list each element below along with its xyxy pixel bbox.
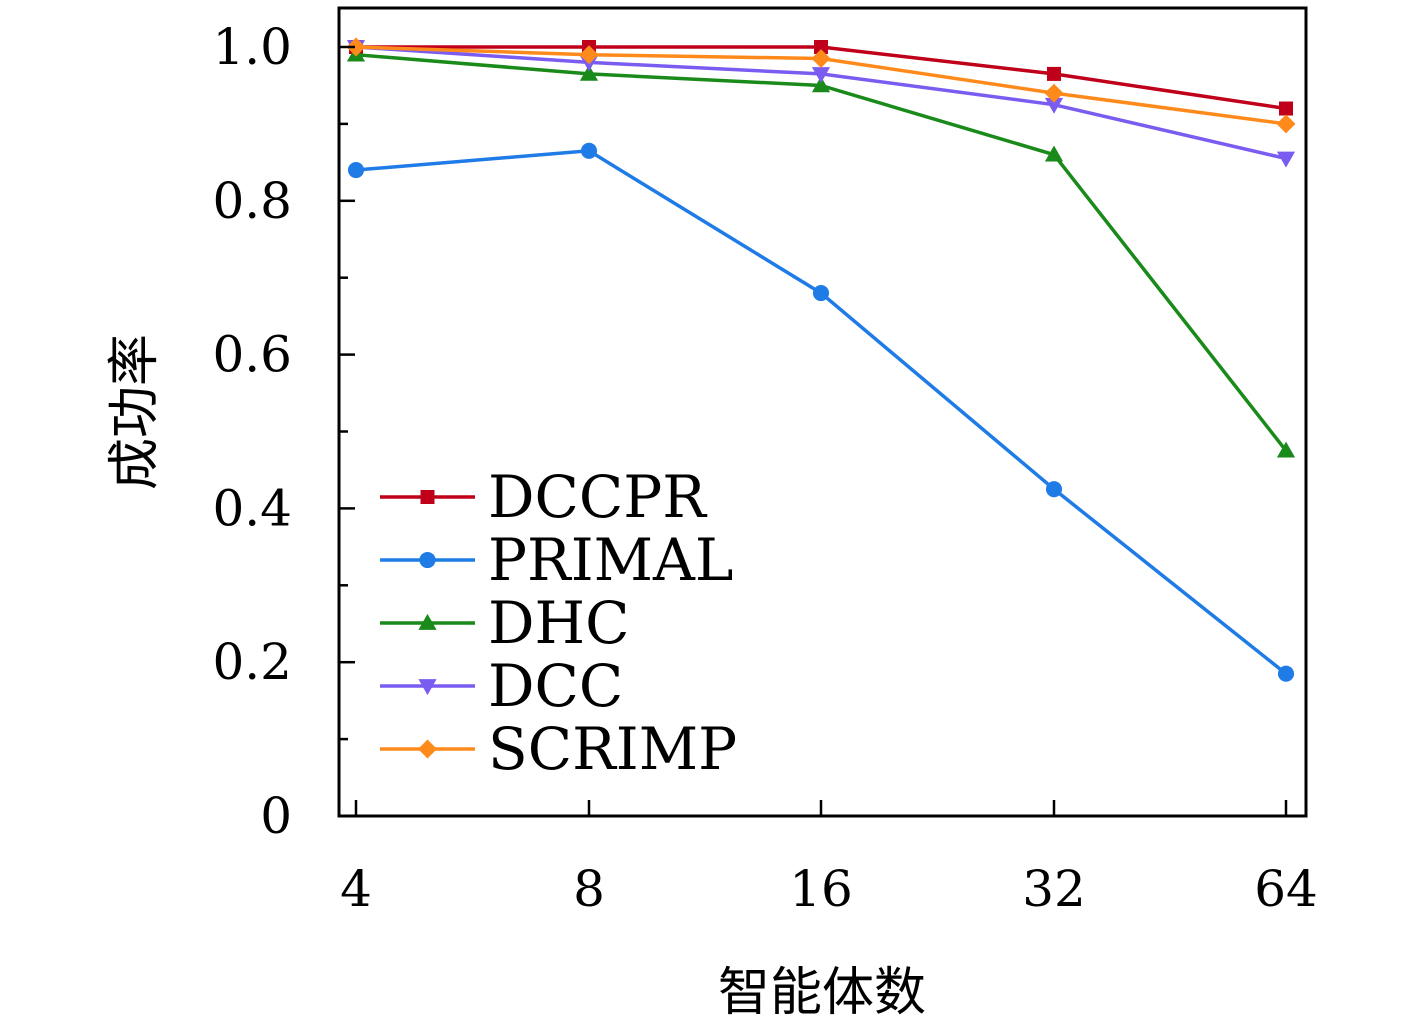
data-point-primal <box>347 161 365 179</box>
y-tick-label: 0.4 <box>212 479 292 537</box>
legend-label-scrimp: SCRIMP <box>488 715 737 783</box>
plot-area <box>346 37 1296 682</box>
data-point-dhc <box>811 76 831 93</box>
data-point-dcc <box>1044 97 1064 114</box>
y-tick-label: 1.0 <box>212 18 292 76</box>
data-point-scrimp <box>1276 114 1296 134</box>
legend-marker-primal <box>419 551 436 569</box>
x-tick-label: 32 <box>1022 860 1086 918</box>
data-point-dccpr <box>1047 66 1061 81</box>
data-point-scrimp <box>1044 83 1064 103</box>
legend-label-primal: PRIMAL <box>488 526 733 594</box>
data-point-primal <box>580 142 598 159</box>
legend-label-dcc: DCC <box>488 652 623 720</box>
axis-ticks: 0 0.2 0.4 0.6 0.8 1.0 4 8 16 32 64 <box>212 18 1317 918</box>
x-tick-label: 64 <box>1254 860 1318 918</box>
legend-label-dccpr: DCCPR <box>488 463 708 531</box>
data-point-dccpr <box>1279 101 1293 116</box>
data-point-scrimp <box>811 49 831 68</box>
x-tick-label: 4 <box>340 860 372 918</box>
y-tick-label: 0.8 <box>212 172 292 230</box>
x-tick-label: 16 <box>789 860 853 918</box>
data-point-scrimp <box>346 37 366 57</box>
data-point-dhc <box>1044 145 1064 162</box>
legend-label-dhc: DHC <box>488 589 629 657</box>
x-tick-label: 8 <box>573 860 605 918</box>
data-point-primal <box>1045 481 1063 498</box>
y-tick-label: 0.6 <box>212 326 292 384</box>
data-point-dhc <box>1276 441 1296 458</box>
data-point-primal <box>1277 665 1295 682</box>
y-tick-label: 0 <box>260 787 292 845</box>
data-point-scrimp <box>579 45 599 65</box>
data-point-dhc <box>579 64 599 81</box>
plot-frame <box>337 6 1308 818</box>
x-axis-title: 智能体数 <box>718 963 926 1023</box>
legend-marker-dccpr <box>420 490 435 504</box>
data-point-primal <box>812 285 830 302</box>
data-point-dcc <box>811 67 831 84</box>
y-axis-title: 成功率 <box>105 334 165 490</box>
series-line-dhc <box>355 52 1288 452</box>
legend-marker-scrimp <box>418 739 437 759</box>
y-tick-label: 0.2 <box>212 633 292 691</box>
legend-marker-dcc <box>418 679 437 696</box>
data-point-dcc <box>1276 151 1296 168</box>
data-point-dccpr <box>814 40 828 54</box>
legend-marker-dhc <box>418 613 437 630</box>
